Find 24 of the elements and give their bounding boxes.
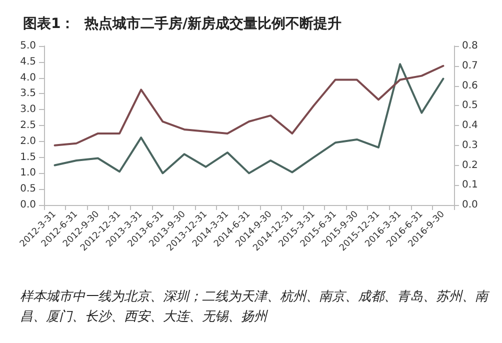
y2-tick-label: 0.7 (462, 60, 478, 72)
y-tick-label: 0.5 (20, 184, 36, 195)
y-tick-label: 2.0 (20, 136, 36, 147)
y-tick-label: 4.5 (20, 56, 36, 68)
line-series (54, 63, 444, 174)
y-tick-label: 5.0 (20, 40, 36, 52)
y2-tick-label: 0.8 (462, 40, 478, 52)
y-tick-label: 2.5 (20, 120, 36, 131)
y-tick-label: 3.5 (20, 88, 36, 100)
chart-title: 图表1： 热点城市二手房/新房成交量比例不断提升 (23, 15, 342, 32)
y2-tick-label: 0.6 (462, 80, 478, 92)
y-tick-label: 4.0 (20, 72, 36, 84)
y-tick-label: 1.0 (20, 168, 36, 179)
y2-tick-label: 0.1 (462, 180, 478, 191)
y-tick-label: 1.5 (20, 152, 36, 163)
y2-tick-label: 0.0 (462, 200, 478, 210)
y2-tick-label: 0.5 (462, 100, 478, 112)
text: 样本城市中一线为北京、深圳；二线为天津、杭州、南京、成都、青岛、苏州、南昌、厦门、长沙、西安、大连、无锡、扬州 (20, 290, 490, 324)
y-tick-label: 3.0 (20, 104, 36, 116)
y2-tick-label: 0.3 (462, 140, 478, 151)
y-tick-label: 0.0 (20, 200, 36, 210)
y2-tick-label: 0.4 (462, 120, 478, 131)
line-series (54, 64, 444, 146)
y2-tick-label: 0.2 (462, 160, 478, 171)
